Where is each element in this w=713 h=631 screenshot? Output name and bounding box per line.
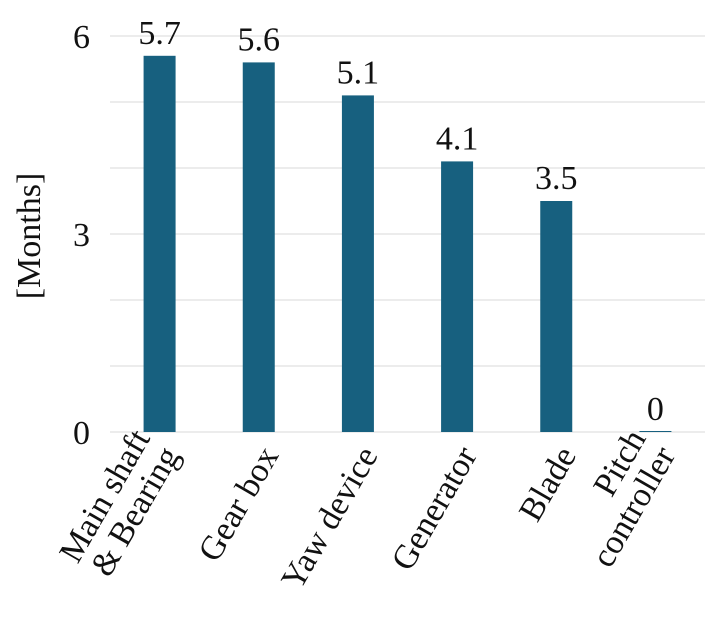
bar bbox=[341, 95, 374, 433]
y-tick-label: 0 bbox=[73, 415, 90, 452]
data-label: 5.1 bbox=[337, 54, 380, 91]
category-label: Blade bbox=[512, 441, 584, 528]
category-label: Generator bbox=[385, 440, 485, 577]
bar bbox=[143, 55, 176, 433]
category-label: Yaw device bbox=[274, 441, 385, 596]
category-label-line: Generator bbox=[385, 440, 485, 577]
bar bbox=[639, 431, 672, 432]
category-label: Gear box bbox=[192, 441, 287, 568]
data-label: 4.1 bbox=[436, 120, 479, 157]
category-label-line: Blade bbox=[512, 441, 584, 528]
data-label: 0 bbox=[647, 391, 664, 428]
bar bbox=[242, 62, 275, 433]
category-label-line: Yaw device bbox=[274, 441, 385, 596]
grid-lines bbox=[110, 35, 705, 433]
y-tick-label: 3 bbox=[73, 217, 90, 254]
data-label: 3.5 bbox=[535, 160, 578, 197]
data-labels: 5.7 5.6 5.1 4.1 3.5 0 bbox=[138, 15, 664, 428]
bar bbox=[540, 201, 573, 432]
bars bbox=[143, 55, 672, 433]
y-axis-label: [Months] bbox=[11, 173, 48, 300]
data-label: 5.6 bbox=[238, 21, 281, 58]
y-axis-ticks: 0 3 6 bbox=[73, 19, 90, 452]
bar bbox=[441, 161, 474, 432]
y-tick-label: 6 bbox=[73, 19, 90, 56]
category-label-line: Gear box bbox=[192, 441, 287, 568]
data-label: 5.7 bbox=[138, 15, 181, 52]
